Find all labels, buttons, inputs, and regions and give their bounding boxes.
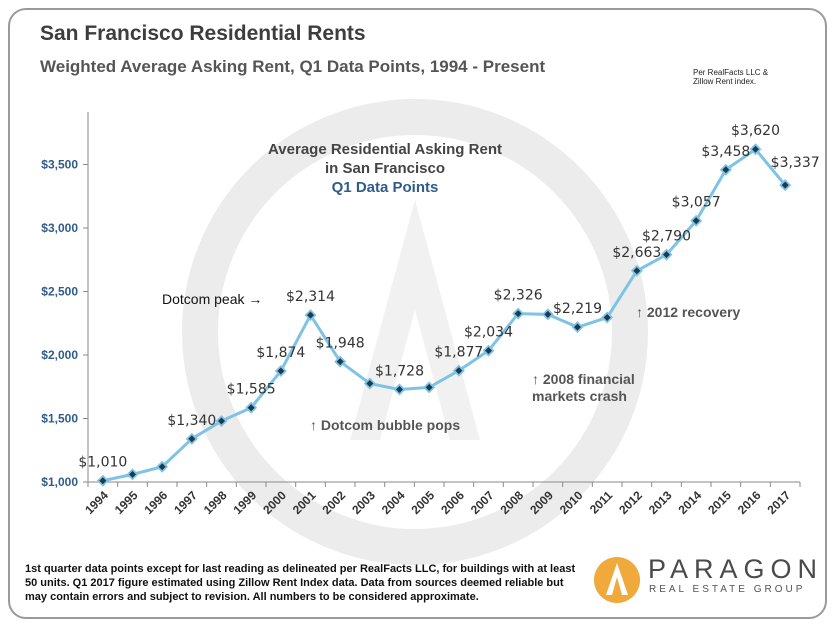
x-tick-label: 2004: [379, 488, 408, 517]
data-label: $1,948: [316, 336, 365, 352]
data-label: $1,585: [227, 382, 276, 398]
data-point: [158, 463, 166, 471]
data-label: $2,663: [612, 245, 661, 261]
annotation-financial-crash: ↑ 2008 financial: [532, 371, 635, 387]
source-line-2: Zillow Rent index.: [693, 77, 757, 86]
annotation-dotcom-pops: ↑ Dotcom bubble pops: [310, 417, 460, 433]
data-label: $1,874: [256, 345, 305, 361]
x-tick-label: 1997: [171, 488, 200, 517]
data-point: [574, 323, 581, 331]
watermark-ring: [182, 99, 648, 565]
logo-tagline: REAL ESTATE GROUP: [649, 584, 806, 595]
y-tick-label: $1,500: [41, 411, 78, 425]
x-tick-label: 1995: [112, 488, 141, 517]
data-point: [218, 417, 225, 425]
inner-subtitle: Q1 Data Points: [332, 179, 439, 196]
data-point: [277, 367, 285, 375]
chart-frame: San Francisco Residential Rents Weighted…: [8, 8, 827, 619]
data-point: [129, 470, 136, 478]
x-tick-label: 2003: [349, 488, 378, 517]
data-point: [781, 181, 789, 189]
data-point: [455, 367, 463, 375]
footnote: 1st quarter data points except for last …: [25, 563, 576, 603]
data-point: [722, 166, 730, 174]
data-point: [247, 404, 255, 412]
x-tick-label: 2005: [409, 488, 438, 517]
x-tick-label: 2007: [468, 488, 497, 517]
x-tick-label: 2016: [735, 488, 764, 517]
logo-name: PARAGON: [648, 554, 824, 584]
y-tick-label: $1,000: [41, 475, 78, 489]
data-point: [425, 383, 433, 391]
data-label: $1,340: [167, 413, 216, 429]
data-point: [633, 267, 641, 275]
data-label: $1,877: [434, 345, 483, 361]
inner-title-line: in San Francisco: [325, 160, 445, 177]
source-line-1: Per RealFacts LLC &: [693, 68, 769, 77]
data-point: [99, 477, 107, 485]
data-point: [485, 347, 492, 355]
data-label: $3,620: [731, 123, 780, 139]
data-label: $3,458: [701, 144, 750, 160]
x-tick-label: 2015: [705, 488, 734, 517]
data-point: [603, 314, 611, 322]
data-label: $1,010: [78, 455, 127, 471]
data-point: [336, 358, 344, 366]
source-note: Per RealFacts LLC & Zillow Rent index.: [693, 68, 768, 86]
x-tick-label: 2011: [587, 488, 616, 517]
y-tick-label: $2,500: [41, 284, 78, 298]
annotation-dotcom-peak: Dotcom peak →: [162, 291, 262, 307]
data-label: $3,337: [771, 155, 820, 171]
x-tick-label: 2014: [676, 488, 705, 517]
data-point: [663, 251, 670, 259]
data-label: $3,057: [672, 195, 721, 211]
inner-title-line: Average Residential Asking Rent: [268, 141, 502, 158]
data-label: $2,790: [642, 229, 691, 245]
y-tick-label: $3,000: [41, 221, 78, 235]
series-line: [102, 147, 787, 483]
data-label: $2,314: [286, 289, 335, 305]
page-subtitle: Weighted Average Asking Rent, Q1 Data Po…: [40, 57, 546, 76]
data-point: [396, 386, 403, 394]
x-tick-label: 2006: [438, 488, 467, 517]
data-label: $2,034: [464, 325, 513, 341]
x-tick-label: 1998: [201, 488, 230, 517]
data-point: [692, 217, 700, 225]
x-tick-label: 2012: [616, 488, 645, 517]
data-point: [307, 311, 314, 319]
x-tick-label: 1994: [82, 488, 111, 517]
y-tick-label: $3,500: [41, 157, 78, 171]
data-label: $1,728: [375, 364, 424, 380]
data-point: [752, 145, 759, 153]
data-point: [188, 435, 196, 443]
data-point: [366, 380, 374, 388]
data-label: $2,326: [494, 288, 543, 304]
paragon-logo-icon: [594, 557, 640, 603]
x-tick-label: 2013: [646, 488, 675, 517]
page-title: San Francisco Residential Rents: [40, 22, 366, 45]
rent-line-chart: $1,000 $1,500 $2,000 $2,500 $3,000 $3,500 1994…: [41, 99, 820, 565]
annotation-recovery: ↑ 2012 recovery: [636, 304, 741, 320]
x-tick-label: 1996: [142, 488, 171, 517]
watermark-mark: [350, 200, 480, 440]
y-tick-label: $2,000: [41, 348, 78, 362]
data-point: [544, 310, 552, 318]
data-label: $2,219: [553, 301, 602, 317]
x-tick-label: 2017: [765, 488, 794, 517]
data-point: [514, 310, 522, 318]
annotation-financial-crash: markets crash: [532, 388, 627, 404]
